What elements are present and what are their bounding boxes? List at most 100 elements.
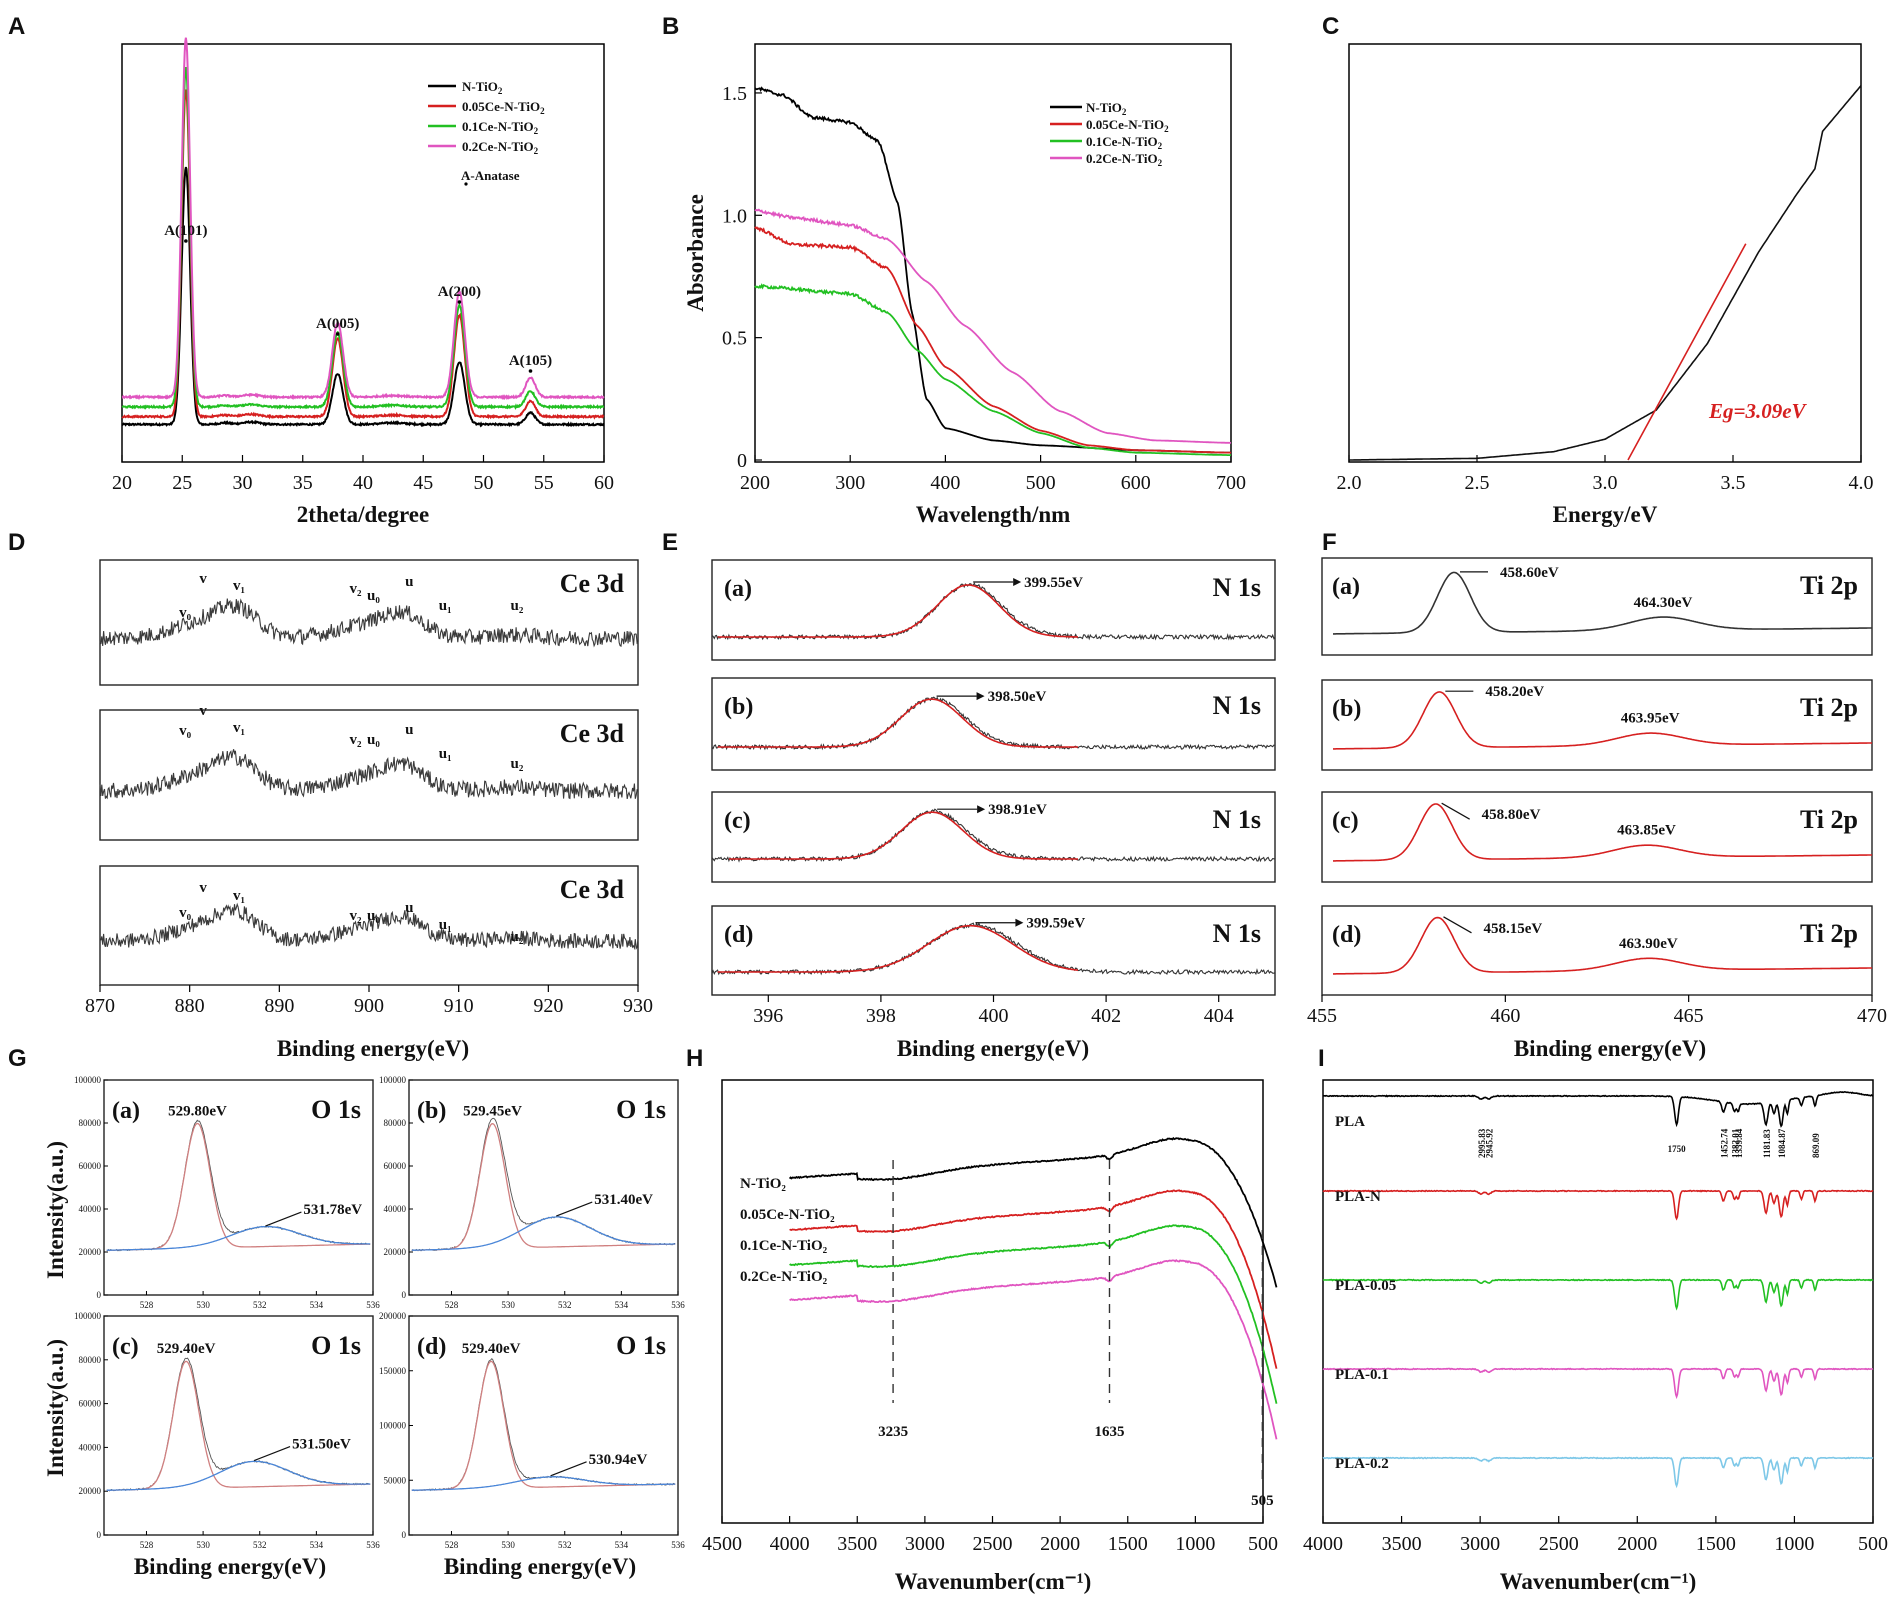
- spectrum-label: Ti 2p: [1800, 693, 1858, 722]
- n1s-raw-curve: [711, 582, 1276, 641]
- ce3d-peak-label: u₀: [367, 732, 380, 748]
- ce3d-peak-label: v₂: [350, 908, 363, 924]
- peak-labels-a: A(101) A(005) A(200) A(105): [164, 223, 552, 373]
- panel-letter-i: I: [1318, 1045, 1325, 1072]
- sample-label: PLA-N: [1335, 1189, 1381, 1205]
- absorption-curve-c: [1349, 85, 1862, 461]
- peak-wavenumber-label: 2995.83: [1477, 1128, 1487, 1158]
- ce3d-peak-label: v₀: [179, 605, 192, 621]
- g-x-tick-label: 530: [196, 1300, 210, 1310]
- spectrum-label: N 1s: [1213, 573, 1261, 602]
- g-y-tick-label: 0: [402, 1530, 407, 1540]
- spectrum-frame: [99, 709, 639, 841]
- g-x-tick-label: 534: [615, 1300, 629, 1310]
- panel-g: G 0 20000 40000 60000 80000 100000 528 530 532 53…: [8, 1045, 685, 1579]
- a-x-tick-label: 55: [534, 472, 554, 494]
- g-x-tick-label: 536: [366, 1300, 380, 1310]
- i-x-tick-label: 3500: [1382, 1533, 1422, 1555]
- panel-h: H 4500 4000 3500 3000 2500 2000 1500 1000 500 N-…: [686, 1045, 1278, 1594]
- f-x-tick-label: 460: [1490, 1005, 1520, 1027]
- legend-label: 0.1Ce-N-TiO2: [1086, 134, 1163, 151]
- panel-letter-c: C: [1322, 13, 1339, 40]
- g-y-tick-label: 200000: [379, 1311, 407, 1321]
- h-x-tick-label: 3500: [837, 1533, 877, 1555]
- sub-tag: (c): [724, 808, 751, 834]
- peak-arrowhead: [1013, 578, 1022, 586]
- sample-label: PLA-0.1: [1335, 1367, 1389, 1383]
- sub-tag: (a): [1332, 574, 1360, 600]
- peak-arrowhead: [976, 692, 985, 701]
- spectrum-frame: [408, 1079, 679, 1296]
- spectrum-label: O 1s: [616, 1331, 666, 1360]
- x-axis-title-d: Binding energy(eV): [277, 1036, 469, 1061]
- b-x-tick-label: 300: [835, 472, 865, 494]
- a-x-tick-label: 60: [594, 472, 614, 494]
- peak-value-1: 458.60eV: [1500, 565, 1559, 581]
- ti2p-curve: [1333, 803, 1872, 862]
- g-x-tick-label: 534: [310, 1540, 324, 1550]
- b-y-tick-label: 1.0: [722, 205, 747, 227]
- band-mark-label: 1635: [1094, 1424, 1124, 1440]
- g-y-tick-label: 100000: [74, 1075, 102, 1085]
- peak-marker: [335, 332, 340, 336]
- n1s-fit-curve: [728, 811, 1078, 860]
- ti2p-spectrum: (a) Ti 2p 458.60eV 464.30eV: [1321, 557, 1873, 656]
- h-x-tick-label: 500: [1248, 1533, 1278, 1555]
- x-axis-title-e: Binding energy(eV): [897, 1036, 1089, 1061]
- n1s-raw-curve: [711, 921, 1276, 976]
- g-x-tick-label: 530: [501, 1300, 515, 1310]
- sub-tag: (b): [724, 694, 753, 720]
- band-mark-label: 3235: [878, 1424, 908, 1440]
- ti2p-spectrum: (b) Ti 2p 458.20eV 463.95eV: [1321, 679, 1873, 771]
- ce3d-peak-label: u₁: [439, 598, 452, 614]
- n1s-spectra: (a) N 1s 399.55eV (b) N 1s 398.50eV (c) N 1s 398…: [711, 559, 1276, 996]
- n1s-fit-curve: [717, 584, 1078, 638]
- x-ticks-f: 455 460 465 470: [1307, 995, 1887, 1027]
- series-b: [754, 86, 1232, 456]
- uvvis-curve-1: [754, 226, 1232, 454]
- peak-value-2: 463.95eV: [1621, 711, 1680, 727]
- x-axis-title-c: Energy/eV: [1553, 502, 1658, 527]
- y-axis-title-g-bottom: Intensity(a.u.): [43, 1339, 68, 1477]
- xrd-curve-1: [121, 89, 605, 420]
- legend-label: 0.2Ce-N-TiO₂: [740, 1269, 828, 1285]
- band-gap-annotation: Eg=3.09eV: [1708, 399, 1808, 423]
- g-x-tick-label: 532: [253, 1300, 267, 1310]
- sub-tag: (d): [724, 922, 753, 948]
- n1s-spectrum: (c) N 1s 398.91eV: [711, 791, 1276, 883]
- spectrum-frame: [711, 791, 1276, 883]
- legend-label: 0.05Ce-N-TiO2: [1086, 117, 1169, 134]
- peak-arrow: [253, 1446, 291, 1462]
- x-ticks-d: 870 880 890 900 910 920 930: [85, 985, 653, 1017]
- ftir-curve-0: [788, 1136, 1278, 1288]
- ti2p-spectra: (a) Ti 2p 458.60eV 464.30eV (b) Ti 2p 458.20eV…: [1321, 557, 1873, 996]
- n1s-fit-curve: [717, 924, 1079, 973]
- o1s-raw-curve: [106, 1357, 371, 1492]
- h-x-tick-label: 1500: [1108, 1533, 1148, 1555]
- y-axis-title-g-top: Intensity(a.u.): [43, 1141, 68, 1279]
- h-x-tick-label: 2500: [973, 1533, 1013, 1555]
- peak-value-1: 529.40eV: [462, 1341, 521, 1357]
- x-ticks-i: 4000 3500 3000 2500 2000 1500 1000 500: [1303, 1516, 1888, 1555]
- spectrum-label: N 1s: [1213, 805, 1261, 834]
- spectrum-label: Ti 2p: [1800, 805, 1858, 834]
- series-h: [788, 1136, 1278, 1440]
- peak-label: A(101): [164, 223, 207, 239]
- x-axis-title-g-left: Binding energy(eV): [134, 1554, 326, 1579]
- g-x-tick-label: 532: [558, 1300, 572, 1310]
- spectrum-label: Ce 3d: [560, 719, 625, 748]
- spectrum-frame: [711, 559, 1276, 661]
- peak-value-1: 458.20eV: [1485, 684, 1544, 700]
- spectrum-frame: [99, 865, 639, 986]
- sub-tag: (d): [1332, 922, 1361, 948]
- peak-arrowhead: [977, 805, 986, 814]
- peak-value-2: 531.40eV: [594, 1192, 653, 1208]
- b-x-tick-label: 600: [1121, 472, 1151, 494]
- uvvis-curve-3: [754, 208, 1231, 444]
- plot-frame-i: [1322, 1079, 1874, 1524]
- band-mark-label: 505: [1251, 1493, 1274, 1509]
- o1s-fit-main: [411, 1123, 676, 1251]
